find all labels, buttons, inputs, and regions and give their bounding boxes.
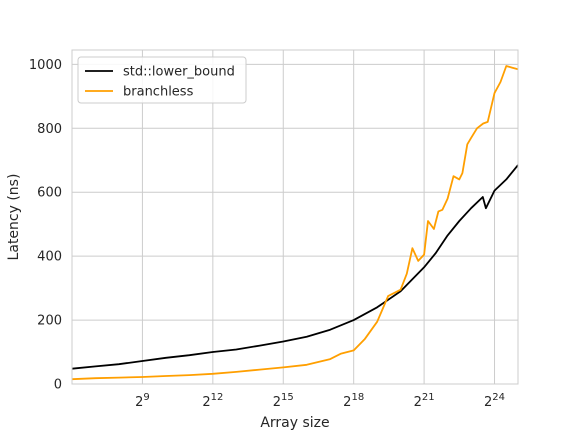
x-axis-ticks: 29 212 215 218 221 224 (135, 392, 505, 410)
x-axis-title: Array size (260, 415, 329, 431)
series-layer (71, 65, 519, 381)
y-tick-label: 0 (54, 378, 62, 393)
x-tick-label: 224 (484, 392, 505, 410)
legend-box (77, 56, 247, 104)
y-tick-label: 800 (37, 122, 62, 137)
x-tick-label: 29 (135, 392, 150, 410)
x-tick-label: 215 (273, 392, 294, 410)
legend: std::lower_bound branchless (77, 56, 247, 104)
x-tick-label: 212 (202, 392, 223, 410)
y-tick-label: 400 (37, 250, 62, 265)
y-tick-label: 200 (37, 314, 62, 329)
legend-label-std-lower-bound: std::lower_bound (123, 65, 235, 80)
x-tick-label: 218 (343, 392, 364, 410)
x-tick-label: 221 (414, 392, 435, 410)
y-tick-label: 600 (37, 186, 62, 201)
y-axis-title: Latency (ns) (6, 174, 22, 261)
series-line-std-lower-bound (71, 164, 519, 370)
y-axis-ticks: 0 200 400 600 800 1000 (29, 58, 62, 393)
plot-frame (71, 49, 519, 385)
y-tick-label: 1000 (29, 58, 62, 73)
legend-label-branchless: branchless (123, 85, 194, 100)
series-line-branchless (71, 65, 519, 381)
